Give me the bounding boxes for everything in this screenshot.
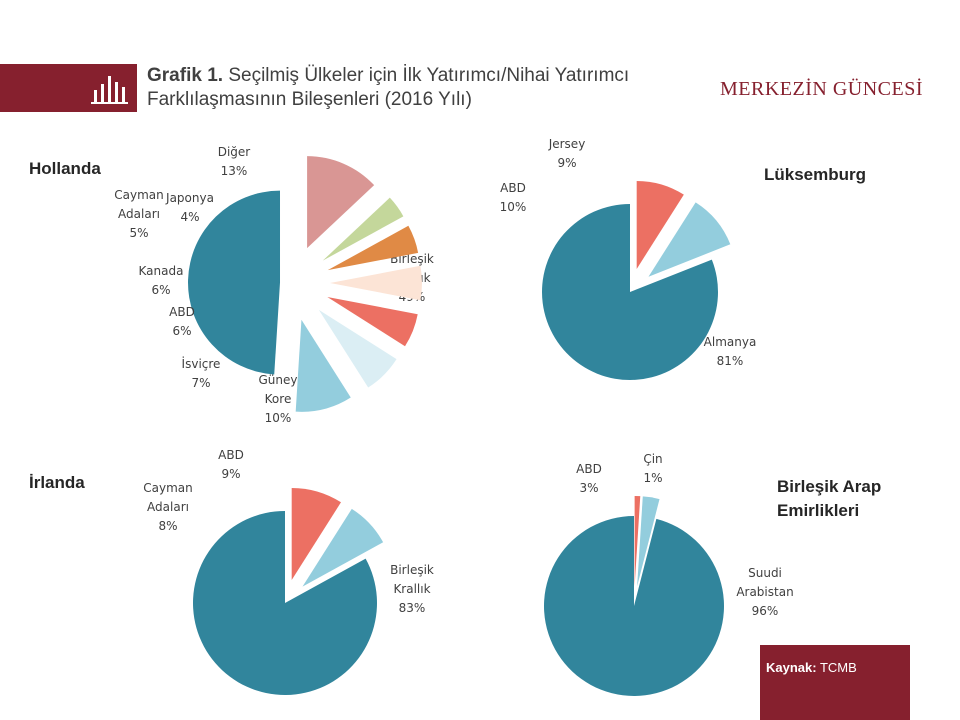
title-line1: Seçilmiş Ülkeler için İlk Yatırımcı/Niha… [228,65,630,86]
chart-title-luksemburg: Lüksemburg [764,165,867,184]
brand-logo: MERKEZİN GÜNCESİ [720,78,923,100]
pie-slice [188,190,281,375]
pie-slice [302,508,384,587]
pie-slice [307,156,375,249]
slice-label: Çin 1% [643,452,662,485]
title-line2: Farklılaşmasının Bileşenleri (2016 Yılı) [147,89,472,110]
pie-slice [636,180,684,269]
slice-label: Cayman Adaları 8% [143,481,192,533]
pie-slice [327,296,418,347]
pie-slice [322,197,404,261]
pie-slice [637,496,660,587]
slice-label: Jersey 9% [548,137,586,170]
slice-label: ABD 6% [169,305,195,338]
slice-label: Almanya 81% [704,335,757,368]
pie-slice [327,225,419,271]
pie-slice [648,202,731,277]
chart-title-bae: Birleşik Arap Emirlikleri [777,477,882,520]
pie-slice [544,516,724,697]
source-box: Kaynak: TCMB [760,645,910,720]
pie-chart-1: BirleşikKrallık49%GüneyKore10%İsviçre7%A… [114,145,434,425]
slice-label: İsviçre 7% [182,356,221,390]
slice-label: Japonya 4% [165,191,214,224]
pie-chart-2: Almanya 81% ABD 10% Jersey 9% [500,137,757,381]
slice-label: Birleşik Krallık 83% [390,563,434,615]
pie-slice [634,496,641,587]
source-label: Kaynak: [766,660,817,675]
slice-label: Suudi Arabistan 96% [736,566,793,618]
slice-label: ABD 3% [576,462,602,495]
title-prefix: Grafik 1. [147,65,224,86]
pie-slice [192,511,378,695]
pie-slice [295,319,351,412]
slice-label: Güney Kore 10% [259,373,298,425]
slice-label: Diğer 13% [218,145,251,178]
chart-title-hollanda: Hollanda [29,159,101,178]
slice-label: ABD 10% [500,181,527,214]
chart-title-irlanda: İrlanda [29,473,85,492]
pie-slice [291,487,341,580]
slice-label: Kanada 6% [139,264,184,297]
pie-slice [542,204,718,381]
slice-label: Cayman Adaları 5% [114,188,163,240]
pie-chart-3: Birleşik Krallık 83% Cayman Adaları 8% ABD 9% [143,448,434,695]
source-value: TCMB [819,660,857,675]
bar-chart-icon [91,76,128,104]
chart-title: Grafik 1. Seçilmiş Ülkeler için İlk Yatı… [147,64,717,112]
slice-label: ABD 9% [218,448,244,481]
pie-slice [318,309,397,388]
pie-chart-4: Suudi Arabistan 96% ABD 3% Çin 1% [544,452,794,697]
pie-slice [330,265,422,301]
